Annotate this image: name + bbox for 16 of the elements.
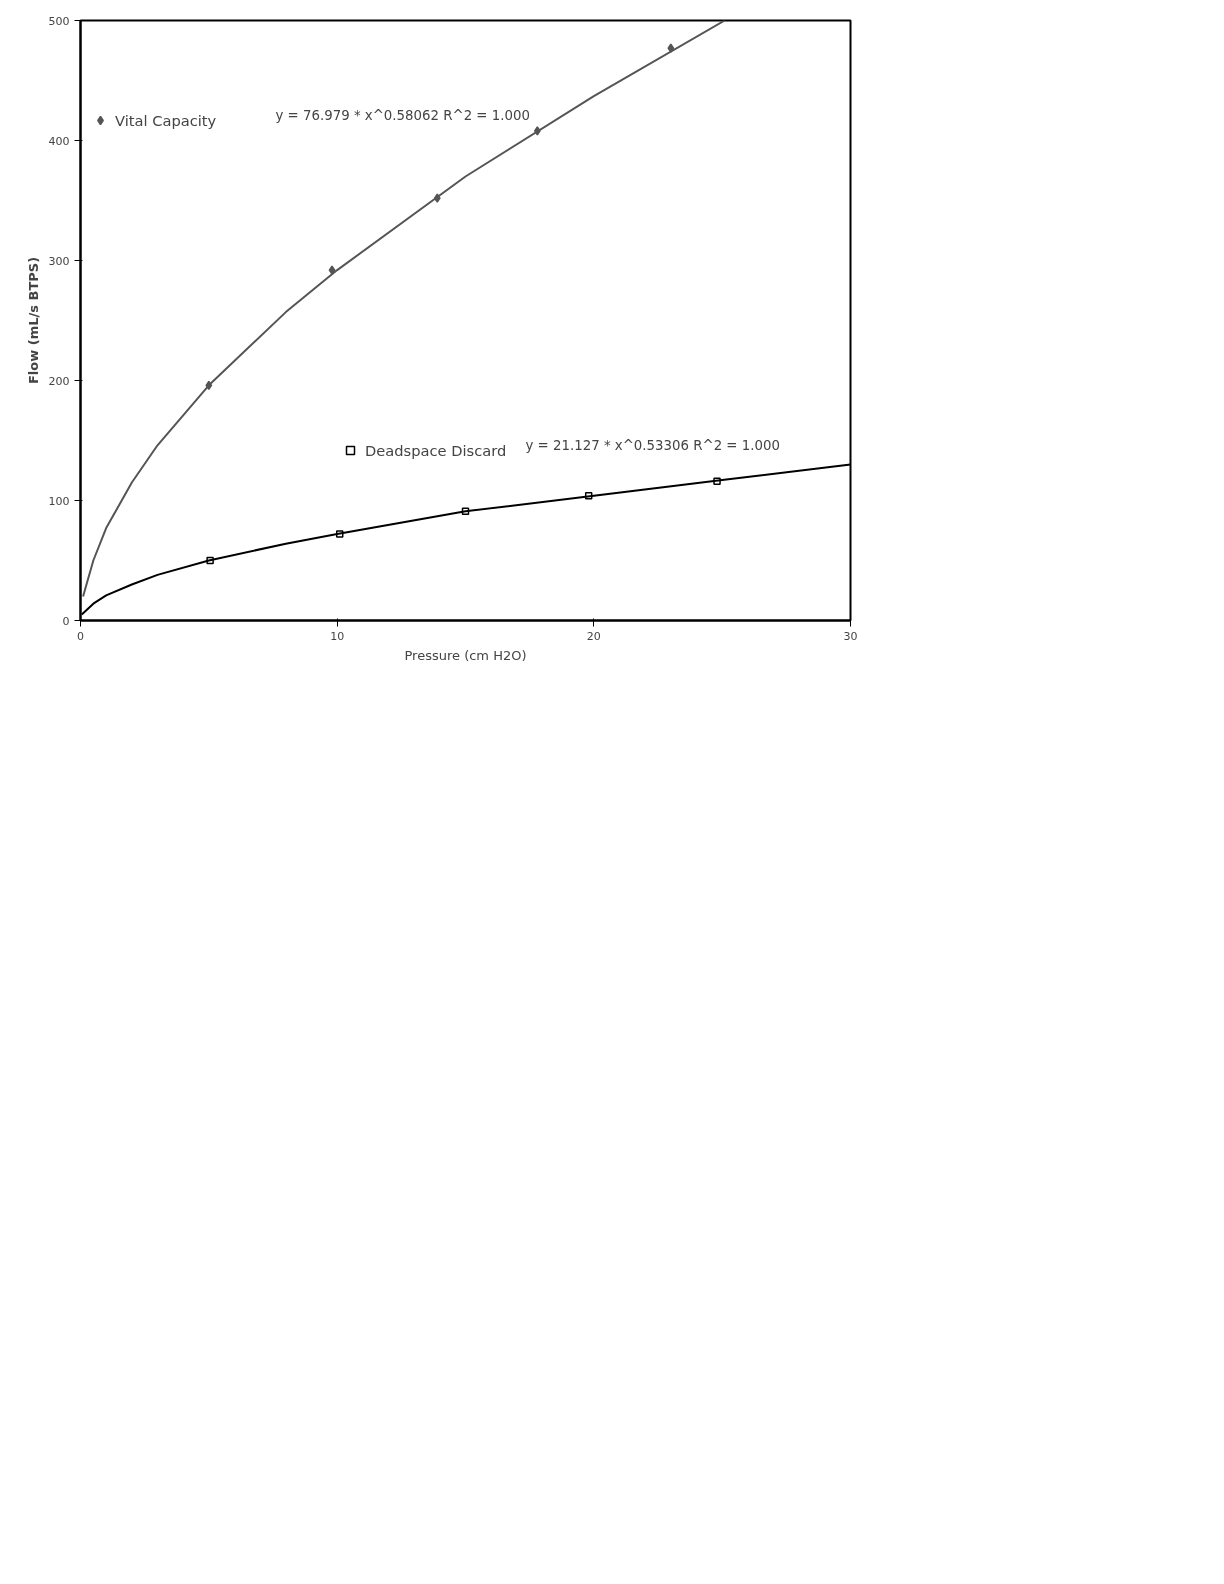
- x-axis-title: Pressure (cm H2O): [404, 647, 527, 663]
- x-tick-label: 30: [843, 629, 858, 643]
- x-tick-label: 0: [77, 629, 84, 643]
- y-tick-label: 500: [48, 14, 70, 28]
- y-tick-label: 0: [62, 614, 70, 628]
- x-tick-label: 10: [330, 629, 345, 643]
- annotation: y = 76.979 * x^0.58062 R^2 = 1.000: [275, 107, 530, 123]
- legend-label: Vital Capacity: [115, 111, 217, 129]
- y-tick-label: 400: [48, 134, 70, 148]
- y-axis-title: Flow (mL/s BTPS): [25, 256, 41, 385]
- y-tick-label: 300: [48, 254, 70, 268]
- y-tick-label: 200: [48, 374, 70, 388]
- legend-label: Deadspace Discard: [365, 441, 507, 459]
- annotation: y = 21.127 * x^0.53306 R^2 = 1.000: [525, 437, 780, 453]
- y-tick-label: 100: [48, 494, 70, 508]
- x-tick-label: 20: [586, 629, 601, 643]
